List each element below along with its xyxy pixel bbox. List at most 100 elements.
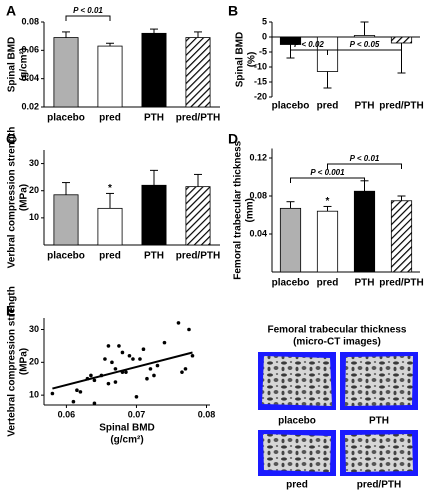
- x-tick-label: pred/PTH: [176, 113, 220, 124]
- significance-marker: *: [326, 196, 330, 207]
- point: [75, 388, 79, 393]
- x-tick-label: placebo: [272, 101, 310, 112]
- y-axis-label: (mm): [245, 198, 256, 222]
- ct-label: PTH: [369, 416, 389, 427]
- x-tick-label: pred/PTH: [379, 278, 423, 289]
- y-tick-label: 0.08: [21, 16, 39, 26]
- ct-texture: [263, 434, 331, 472]
- bar: [390, 36, 413, 44]
- x-tick-label: pred/PTH: [176, 251, 220, 262]
- significance-marker: *: [108, 183, 112, 194]
- point: [50, 391, 55, 396]
- micro-ct-images: [258, 352, 418, 476]
- bar: [53, 194, 79, 246]
- bar: [185, 37, 211, 108]
- point: [71, 399, 76, 404]
- ct-label: pred: [286, 480, 308, 491]
- point: [190, 353, 195, 358]
- point: [106, 344, 111, 348]
- point: [117, 344, 121, 348]
- y-tick-label: -20: [254, 91, 267, 101]
- bar: [353, 190, 376, 273]
- point: [138, 357, 142, 361]
- ct-texture: [345, 356, 413, 406]
- bar: [97, 45, 123, 108]
- x-tick-label: PTH: [355, 101, 375, 112]
- bar: [141, 184, 167, 246]
- bar: [141, 32, 167, 108]
- ct-label: pred/PTH: [357, 480, 401, 491]
- point: [162, 340, 167, 345]
- y-tick-label: -5: [259, 46, 267, 56]
- y-axis-label: (MPa): [19, 348, 30, 375]
- ct-texture: [345, 434, 413, 472]
- bar: [316, 210, 339, 273]
- significance-label: P < 0.01: [73, 6, 103, 15]
- significance-label: P < 0.01: [350, 154, 380, 163]
- significance-bracket: [290, 177, 365, 183]
- y-tick-label: 30: [29, 158, 39, 168]
- y-tick-label: 0.12: [249, 152, 267, 162]
- point: [78, 390, 83, 394]
- panel-letter: B: [228, 3, 238, 19]
- x-tick-label: placebo: [47, 251, 85, 262]
- x-tick-label: pred/PTH: [379, 101, 423, 112]
- y-axis-label: Femoral trabecular thickness: [233, 140, 244, 279]
- point: [176, 321, 181, 325]
- y-axis-label: Verbral compression strength: [7, 127, 18, 269]
- significance-label: P < 0.05: [350, 40, 380, 49]
- y-axis-label: Spinal BMD: [235, 32, 246, 88]
- point: [127, 353, 132, 358]
- point: [134, 394, 139, 399]
- bar: [53, 37, 79, 108]
- significance-label: P < 0.001: [310, 168, 345, 177]
- point: [145, 376, 149, 381]
- point: [120, 350, 125, 355]
- y-tick-label: 0.04: [249, 228, 267, 238]
- panel-letter: D: [228, 131, 238, 147]
- x-tick-label: 0.06: [58, 409, 76, 419]
- bar: [279, 36, 302, 45]
- significance-label: P < 0.02: [294, 40, 324, 49]
- point: [148, 367, 153, 371]
- ct-title: Femoral trabecular thickness: [268, 325, 407, 336]
- point: [155, 363, 160, 368]
- point: [89, 373, 93, 378]
- point: [113, 380, 118, 384]
- panel-letter: A: [6, 3, 16, 19]
- bar: [353, 35, 376, 38]
- x-tick-label: pred: [317, 278, 339, 289]
- y-tick-label: -15: [254, 76, 267, 86]
- point: [131, 357, 135, 361]
- significance-bracket: [327, 163, 402, 169]
- point: [187, 327, 191, 332]
- y-axis-label: Spinal BMD: [7, 37, 18, 93]
- bar: [390, 200, 413, 273]
- significance-bracket: [65, 15, 111, 21]
- y-tick-label: 0: [262, 31, 267, 41]
- point: [113, 367, 118, 371]
- x-axis-label: Spinal BMD: [99, 423, 155, 434]
- y-tick-label: 30: [29, 324, 39, 334]
- trend-line: [52, 351, 193, 390]
- point: [124, 370, 128, 374]
- y-axis-label: (%): [247, 52, 258, 68]
- point: [110, 360, 114, 365]
- panel-letter: E: [6, 303, 15, 319]
- y-tick-label: -10: [254, 61, 267, 71]
- y-axis-label: Vertebral compression strength: [7, 286, 18, 437]
- y-tick-label: 10: [29, 390, 39, 400]
- y-axis-label: (MPa): [19, 184, 30, 211]
- y-tick-label: 10: [29, 212, 39, 222]
- x-tick-label: pred: [99, 113, 121, 124]
- y-tick-label: 0.04: [21, 73, 39, 83]
- point: [141, 347, 146, 351]
- x-tick-label: placebo: [272, 278, 310, 289]
- significance-bracket: [327, 49, 402, 55]
- x-tick-label: 0.08: [198, 409, 216, 419]
- y-tick-label: 20: [29, 185, 39, 195]
- x-tick-label: placebo: [47, 113, 85, 124]
- y-axis-label: (g/cm²): [19, 48, 30, 81]
